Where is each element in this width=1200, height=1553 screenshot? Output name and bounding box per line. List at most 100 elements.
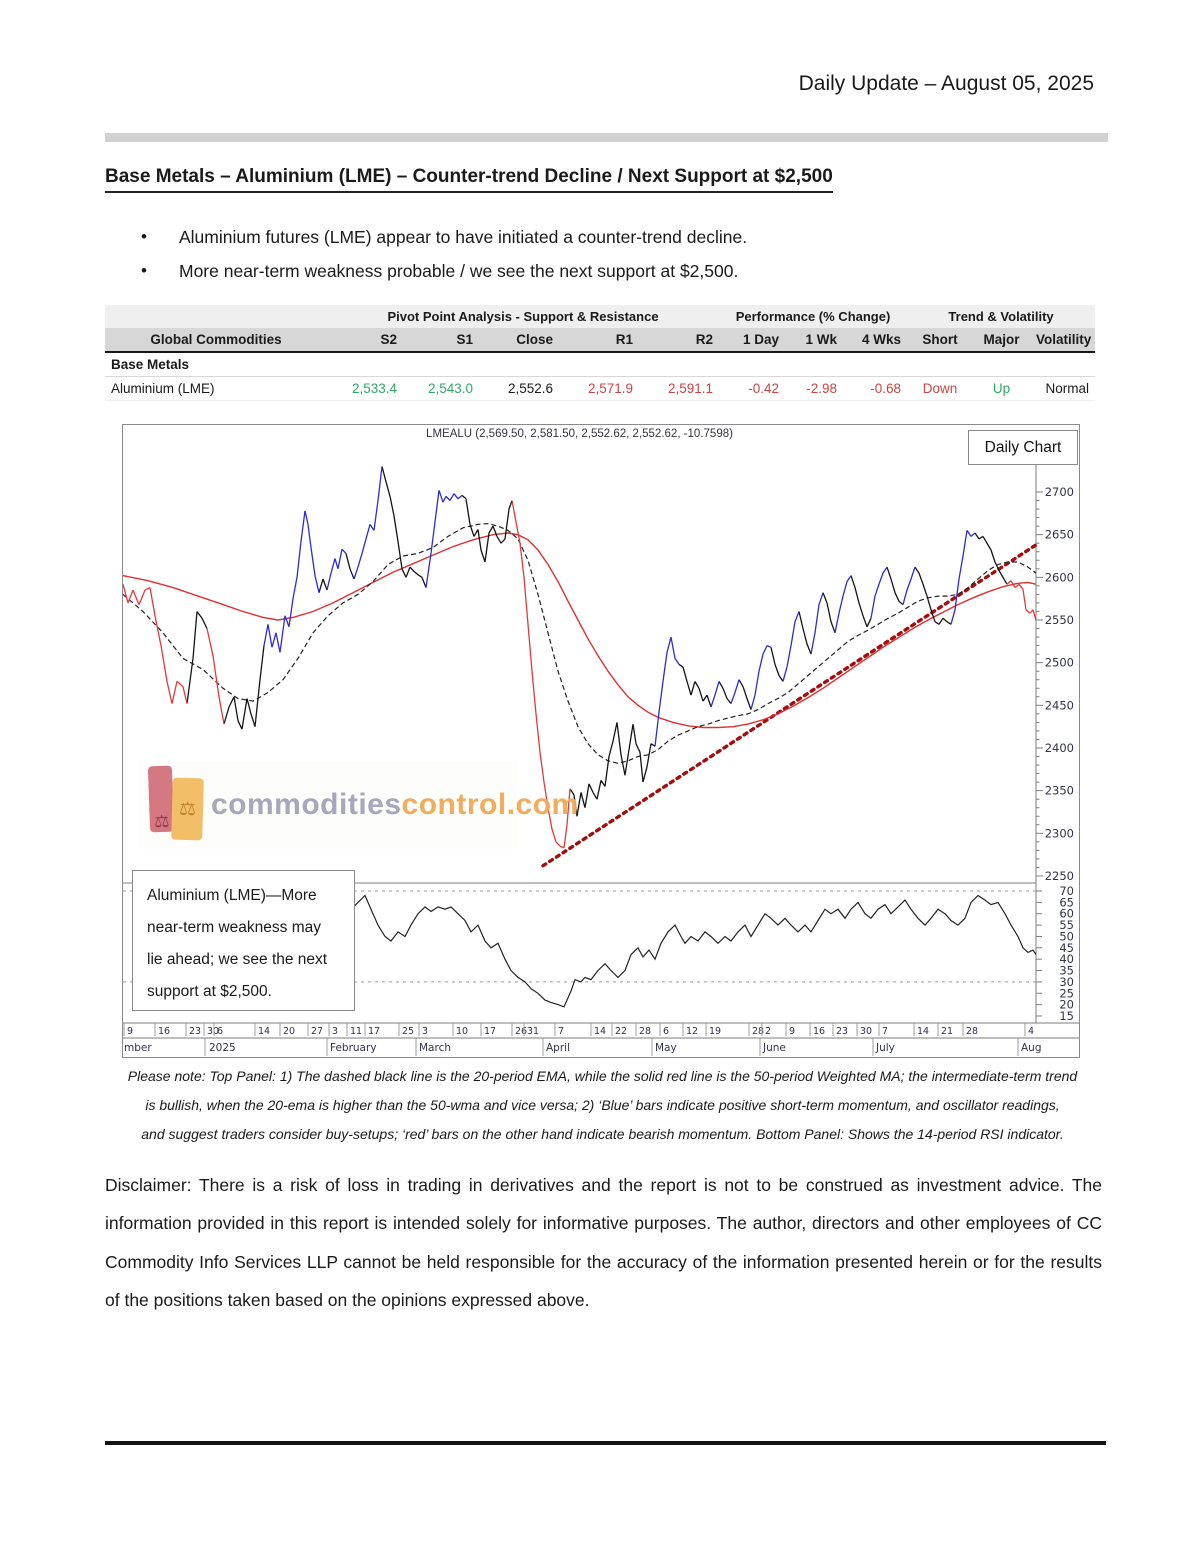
scales-icon: ⚖ bbox=[147, 765, 175, 833]
commoditiescontrol-logo: ⚖ ⚖ bbox=[139, 762, 211, 848]
chart-annotation: Aluminium (LME)—More near-term weakness … bbox=[132, 870, 355, 1011]
col-4wks: 4 Wks bbox=[843, 328, 908, 353]
svg-text:Aug: Aug bbox=[1021, 1042, 1042, 1054]
cell-major-trend: Up bbox=[973, 376, 1031, 401]
chart-title: LMEALU (2,569.50, 2,581.50, 2,552.62, 2,… bbox=[426, 428, 733, 440]
annotation-line: Aluminium (LME)—More bbox=[147, 887, 317, 904]
svg-text:10: 10 bbox=[456, 1026, 468, 1037]
cell-volatility: Normal bbox=[1030, 376, 1096, 401]
group-header-trend: Trend & Volatility bbox=[907, 305, 1096, 328]
col-1wk: 1 Wk bbox=[785, 328, 844, 353]
col-global-commodities: Global Commodities bbox=[105, 328, 327, 353]
svg-text:26: 26 bbox=[515, 1026, 527, 1037]
svg-text:60: 60 bbox=[1059, 907, 1074, 921]
header-divider bbox=[105, 133, 1108, 142]
svg-text:7: 7 bbox=[558, 1026, 564, 1037]
svg-text:16: 16 bbox=[813, 1026, 825, 1037]
footnote-line: Please note: Top Panel: 1) The dashed bl… bbox=[127, 1068, 1078, 1084]
disclaimer-text: Disclaimer: There is a risk of loss in t… bbox=[105, 1174, 1102, 1311]
daily-chart-label: Daily Chart bbox=[968, 430, 1078, 465]
svg-text:14: 14 bbox=[258, 1026, 270, 1037]
svg-text:2: 2 bbox=[765, 1026, 771, 1037]
svg-text:6: 6 bbox=[663, 1026, 669, 1037]
price-chart: 2700 2650 2600 2550 2500 2450 2400 2350 2300 2250… bbox=[122, 424, 1080, 1058]
svg-text:22: 22 bbox=[615, 1026, 627, 1037]
annotation-line: support at $2,500. bbox=[147, 983, 272, 1000]
svg-text:2300: 2300 bbox=[1045, 826, 1074, 840]
svg-text:21: 21 bbox=[941, 1026, 953, 1037]
watermark-text-gray: commodities bbox=[211, 788, 402, 821]
svg-text:2650: 2650 bbox=[1045, 528, 1074, 542]
scales-icon: ⚖ bbox=[171, 777, 204, 841]
svg-text:February: February bbox=[330, 1042, 377, 1054]
cell-close: 2,552.6 bbox=[479, 376, 559, 401]
cell-4wks: -0.68 bbox=[843, 376, 908, 401]
col-short: Short bbox=[907, 328, 974, 353]
svg-text:25: 25 bbox=[1059, 986, 1074, 1000]
table-group-header-row: Pivot Point Analysis - Support & Resista… bbox=[105, 305, 1096, 328]
svg-text:3: 3 bbox=[422, 1026, 428, 1037]
svg-text:2500: 2500 bbox=[1045, 656, 1074, 670]
svg-text:2400: 2400 bbox=[1045, 741, 1074, 755]
svg-text:23: 23 bbox=[836, 1026, 848, 1037]
svg-text:2250: 2250 bbox=[1045, 869, 1074, 883]
table-section-row: Base Metals bbox=[105, 352, 1096, 377]
summary-bullets: Aluminium futures (LME) appear to have i… bbox=[105, 220, 1099, 288]
annotation-line: lie ahead; we see the next bbox=[147, 951, 328, 968]
footer-rule bbox=[105, 1441, 1106, 1445]
group-header-pivot: Pivot Point Analysis - Support & Resista… bbox=[327, 305, 720, 328]
svg-text:June: June bbox=[762, 1042, 786, 1054]
table-row: Aluminium (LME) 2,533.4 2,543.0 2,552.6 … bbox=[105, 376, 1096, 401]
cell-r2: 2,591.1 bbox=[639, 376, 720, 401]
col-s2: S2 bbox=[327, 328, 403, 353]
svg-text:28: 28 bbox=[966, 1026, 978, 1037]
svg-text:30: 30 bbox=[1059, 975, 1074, 989]
svg-text:14: 14 bbox=[594, 1026, 606, 1037]
svg-text:mber: mber bbox=[124, 1042, 152, 1054]
svg-text:17: 17 bbox=[368, 1026, 380, 1037]
svg-text:2350: 2350 bbox=[1045, 784, 1074, 798]
svg-text:April: April bbox=[546, 1042, 570, 1054]
footnote-line: and suggest traders consider buy-setups;… bbox=[141, 1126, 1064, 1142]
svg-text:2450: 2450 bbox=[1045, 698, 1074, 712]
svg-text:28: 28 bbox=[752, 1026, 764, 1037]
watermark-text: commoditiescontrol.com bbox=[211, 788, 579, 822]
svg-text:20: 20 bbox=[283, 1026, 295, 1037]
svg-text:July: July bbox=[875, 1042, 895, 1054]
cell-r1: 2,571.9 bbox=[559, 376, 639, 401]
cell-short-trend: Down bbox=[907, 376, 974, 401]
svg-text:30: 30 bbox=[207, 1026, 219, 1037]
footnote-line: is bullish, when the 20-ema is higher th… bbox=[145, 1097, 1060, 1113]
svg-text:14: 14 bbox=[917, 1026, 929, 1037]
cell-commodity-name: Aluminium (LME) bbox=[105, 376, 327, 401]
annotation-line: near-term weakness may bbox=[147, 919, 322, 936]
svg-text:2550: 2550 bbox=[1045, 613, 1074, 627]
svg-text:70: 70 bbox=[1059, 884, 1074, 898]
col-s1: S1 bbox=[403, 328, 479, 353]
svg-text:20: 20 bbox=[1059, 998, 1074, 1012]
svg-text:11: 11 bbox=[350, 1026, 362, 1037]
col-volatility: Volatility bbox=[1030, 328, 1096, 353]
cell-s1: 2,543.0 bbox=[403, 376, 479, 401]
bullet-item: More near-term weakness probable / we se… bbox=[141, 254, 1099, 288]
svg-text:4: 4 bbox=[1028, 1026, 1034, 1037]
svg-text:March: March bbox=[419, 1042, 451, 1054]
group-header-performance: Performance (% Change) bbox=[719, 305, 908, 328]
svg-text:19: 19 bbox=[709, 1026, 721, 1037]
svg-text:30: 30 bbox=[860, 1026, 872, 1037]
svg-text:May: May bbox=[655, 1042, 677, 1054]
pivot-table: Pivot Point Analysis - Support & Resista… bbox=[105, 305, 1096, 401]
chart-canvas: 2700 2650 2600 2550 2500 2450 2400 2350 2300 2250… bbox=[123, 439, 1079, 1056]
svg-text:16: 16 bbox=[158, 1026, 170, 1037]
svg-text:28: 28 bbox=[639, 1026, 651, 1037]
svg-text:40: 40 bbox=[1059, 952, 1074, 966]
svg-text:12: 12 bbox=[686, 1026, 698, 1037]
svg-text:2600: 2600 bbox=[1045, 570, 1074, 584]
svg-text:45: 45 bbox=[1059, 941, 1074, 955]
svg-text:25: 25 bbox=[402, 1026, 414, 1037]
col-r2: R2 bbox=[639, 328, 720, 353]
svg-text:6: 6 bbox=[217, 1026, 223, 1037]
svg-text:7: 7 bbox=[882, 1026, 888, 1037]
svg-text:2700: 2700 bbox=[1045, 485, 1074, 499]
